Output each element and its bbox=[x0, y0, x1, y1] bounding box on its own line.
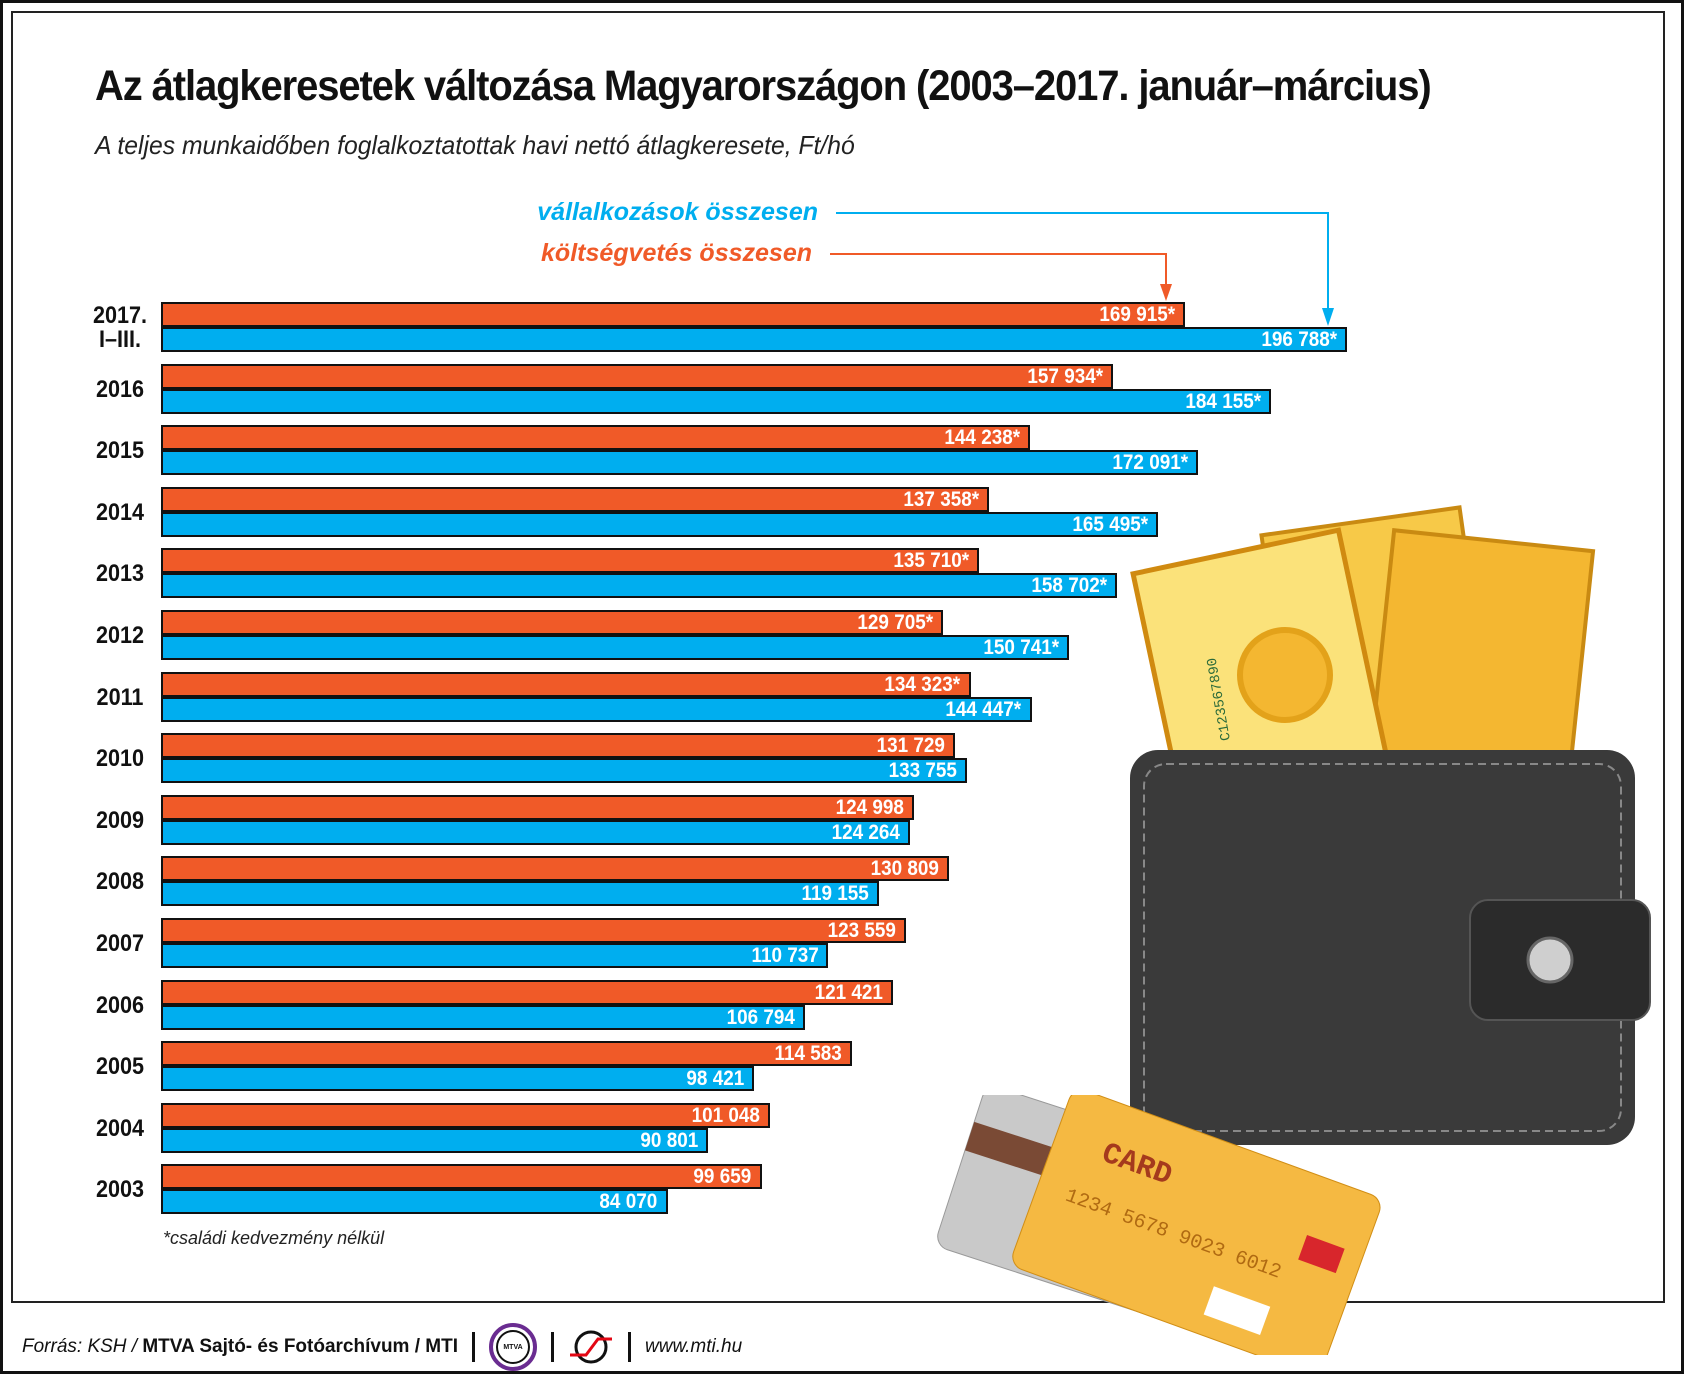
wallet-illustration: C123567890 bbox=[1130, 505, 1651, 1145]
legend-arrows bbox=[830, 212, 1334, 326]
bar-vallalkozasok: 158 702* bbox=[161, 573, 1118, 599]
data-label: 124 998 bbox=[835, 795, 905, 819]
bar-vallalkozasok: 165 495* bbox=[161, 511, 1159, 537]
data-label: 169 915* bbox=[1099, 303, 1176, 326]
category-label: 2011 bbox=[96, 683, 144, 711]
category-label: 2008 bbox=[95, 868, 145, 896]
data-label: 90 801 bbox=[640, 1128, 699, 1152]
bar-koltsegvetes: 124 998 bbox=[161, 794, 915, 820]
gold-card: CARD 1234 5678 9023 6012 bbox=[1012, 1095, 1381, 1355]
category-label: 2004 bbox=[95, 1114, 145, 1142]
category-label: 2007 bbox=[95, 930, 145, 957]
category-label: 2006 bbox=[95, 991, 145, 1019]
bar-vallalkozasok: 150 741* bbox=[161, 635, 1070, 660]
mtva-logo-icon: MTVA bbox=[489, 1323, 537, 1371]
data-label: 84 070 bbox=[599, 1190, 658, 1214]
data-label: 157 934* bbox=[1027, 364, 1103, 388]
data-label: 144 447* bbox=[945, 697, 1022, 721]
divider bbox=[472, 1332, 475, 1362]
data-label: 135 710* bbox=[893, 549, 969, 573]
bar-koltsegvetes: 129 705* bbox=[161, 610, 943, 635]
data-label: 110 737 bbox=[751, 944, 819, 967]
bar-koltsegvetes: 121 421 bbox=[161, 979, 893, 1005]
wallet-icon bbox=[1130, 750, 1651, 1145]
divider bbox=[551, 1332, 554, 1362]
bar-koltsegvetes: 135 710* bbox=[161, 548, 979, 574]
source-text: Forrás: KSH / MTVA Sajtó- és Fotóarchívu… bbox=[22, 1336, 458, 1357]
data-label: 133 755 bbox=[888, 759, 958, 783]
category-label: 2013 bbox=[95, 560, 145, 588]
data-label: 172 091* bbox=[1112, 451, 1189, 475]
divider bbox=[628, 1332, 631, 1362]
arrow-head-blue-icon bbox=[1322, 308, 1334, 326]
bar-koltsegvetes: 134 323* bbox=[161, 671, 971, 697]
data-label: 158 702* bbox=[1031, 574, 1108, 598]
data-label: 121 421 bbox=[814, 980, 883, 1004]
chart-subtitle: A teljes munkaidőben foglalkoztatottak h… bbox=[95, 130, 855, 160]
data-label: 196 788* bbox=[1261, 328, 1337, 351]
data-label: 137 358* bbox=[903, 487, 979, 511]
bar-vallalkozasok: 184 155* bbox=[161, 388, 1271, 414]
bar-vallalkozasok: 133 755 bbox=[161, 758, 968, 784]
bar-vallalkozasok: 196 788* bbox=[161, 327, 1347, 352]
bar-vallalkozasok: 144 447* bbox=[161, 696, 1032, 722]
bar-koltsegvetes: 114 583 bbox=[161, 1041, 852, 1067]
chart-title: Az átlagkeresetek változása Magyarország… bbox=[95, 62, 1432, 110]
bar-koltsegvetes: 137 358* bbox=[161, 486, 989, 512]
data-label: 123 559 bbox=[827, 919, 896, 942]
bar-koltsegvetes: 99 659 bbox=[161, 1164, 762, 1190]
bar-koltsegvetes: 169 915* bbox=[161, 302, 1186, 327]
data-label: 114 583 bbox=[774, 1042, 842, 1066]
data-label: 144 238* bbox=[944, 426, 1021, 450]
data-label: 119 155 bbox=[801, 882, 870, 906]
legend-arrow-koltsegvetes bbox=[830, 253, 1167, 288]
bar-vallalkozasok: 98 421 bbox=[161, 1066, 755, 1092]
data-label: 165 495* bbox=[1072, 512, 1149, 536]
data-label: 101 048 bbox=[691, 1103, 760, 1127]
bar-koltsegvetes: 123 559 bbox=[161, 918, 906, 943]
data-label: 184 155* bbox=[1185, 389, 1261, 413]
category-label: 2016 bbox=[95, 375, 145, 403]
data-label: 106 794 bbox=[726, 1005, 795, 1029]
data-label: 99 659 bbox=[693, 1165, 752, 1189]
category-label: 2003 bbox=[95, 1176, 145, 1204]
data-label: 134 323* bbox=[884, 672, 961, 696]
bar-koltsegvetes: 101 048 bbox=[161, 1102, 770, 1128]
bar-koltsegvetes: 130 809 bbox=[161, 856, 950, 882]
category-label: 2014 bbox=[95, 498, 145, 526]
footnote: *családi kedvezmény nélkül bbox=[163, 1228, 385, 1248]
footer: Forrás: KSH / MTVA Sajtó- és Fotóarchívu… bbox=[22, 1323, 742, 1371]
bar-koltsegvetes: 144 238* bbox=[161, 425, 1031, 451]
legend-vallalkozasok: vállalkozások összesen bbox=[537, 198, 818, 226]
category-label: 2005 bbox=[95, 1053, 145, 1081]
mti-logo-icon bbox=[570, 1330, 612, 1364]
data-label: 130 809 bbox=[871, 857, 940, 881]
legend-koltsegvetes: költségvetés összesen bbox=[541, 239, 812, 267]
category-label: 2017. I–III. bbox=[92, 302, 148, 353]
bar-vallalkozasok: 110 737 bbox=[161, 943, 829, 968]
data-label: 131 729 bbox=[876, 734, 945, 758]
credit-cards: CARD 1234 5678 9023 6012 bbox=[937, 1095, 1381, 1355]
chart-panel bbox=[11, 11, 1665, 1303]
legend-arrow-vallalkozasok bbox=[836, 212, 1329, 312]
data-label: 98 421 bbox=[686, 1067, 745, 1091]
data-label: 124 264 bbox=[831, 820, 900, 844]
category-label: 2009 bbox=[95, 806, 145, 834]
data-label: 129 705* bbox=[857, 611, 933, 634]
category-label: 2010 bbox=[95, 745, 145, 773]
category-label: 2012 bbox=[95, 622, 145, 649]
bar-vallalkozasok: 106 794 bbox=[161, 1004, 805, 1030]
bar-vallalkozasok: 90 801 bbox=[161, 1127, 709, 1153]
bar-vallalkozasok: 172 091* bbox=[161, 450, 1199, 476]
website-link[interactable]: www.mti.hu bbox=[645, 1336, 743, 1357]
bar-vallalkozasok: 119 155 bbox=[161, 881, 880, 907]
category-label: 2015 bbox=[95, 437, 145, 465]
arrow-head-red-icon bbox=[1160, 284, 1172, 301]
data-label: 150 741* bbox=[983, 636, 1060, 659]
bar-koltsegvetes: 131 729 bbox=[161, 733, 955, 759]
bar-vallalkozasok: 84 070 bbox=[161, 1189, 668, 1215]
bar-vallalkozasok: 124 264 bbox=[161, 819, 910, 845]
bar-koltsegvetes: 157 934* bbox=[161, 363, 1113, 389]
